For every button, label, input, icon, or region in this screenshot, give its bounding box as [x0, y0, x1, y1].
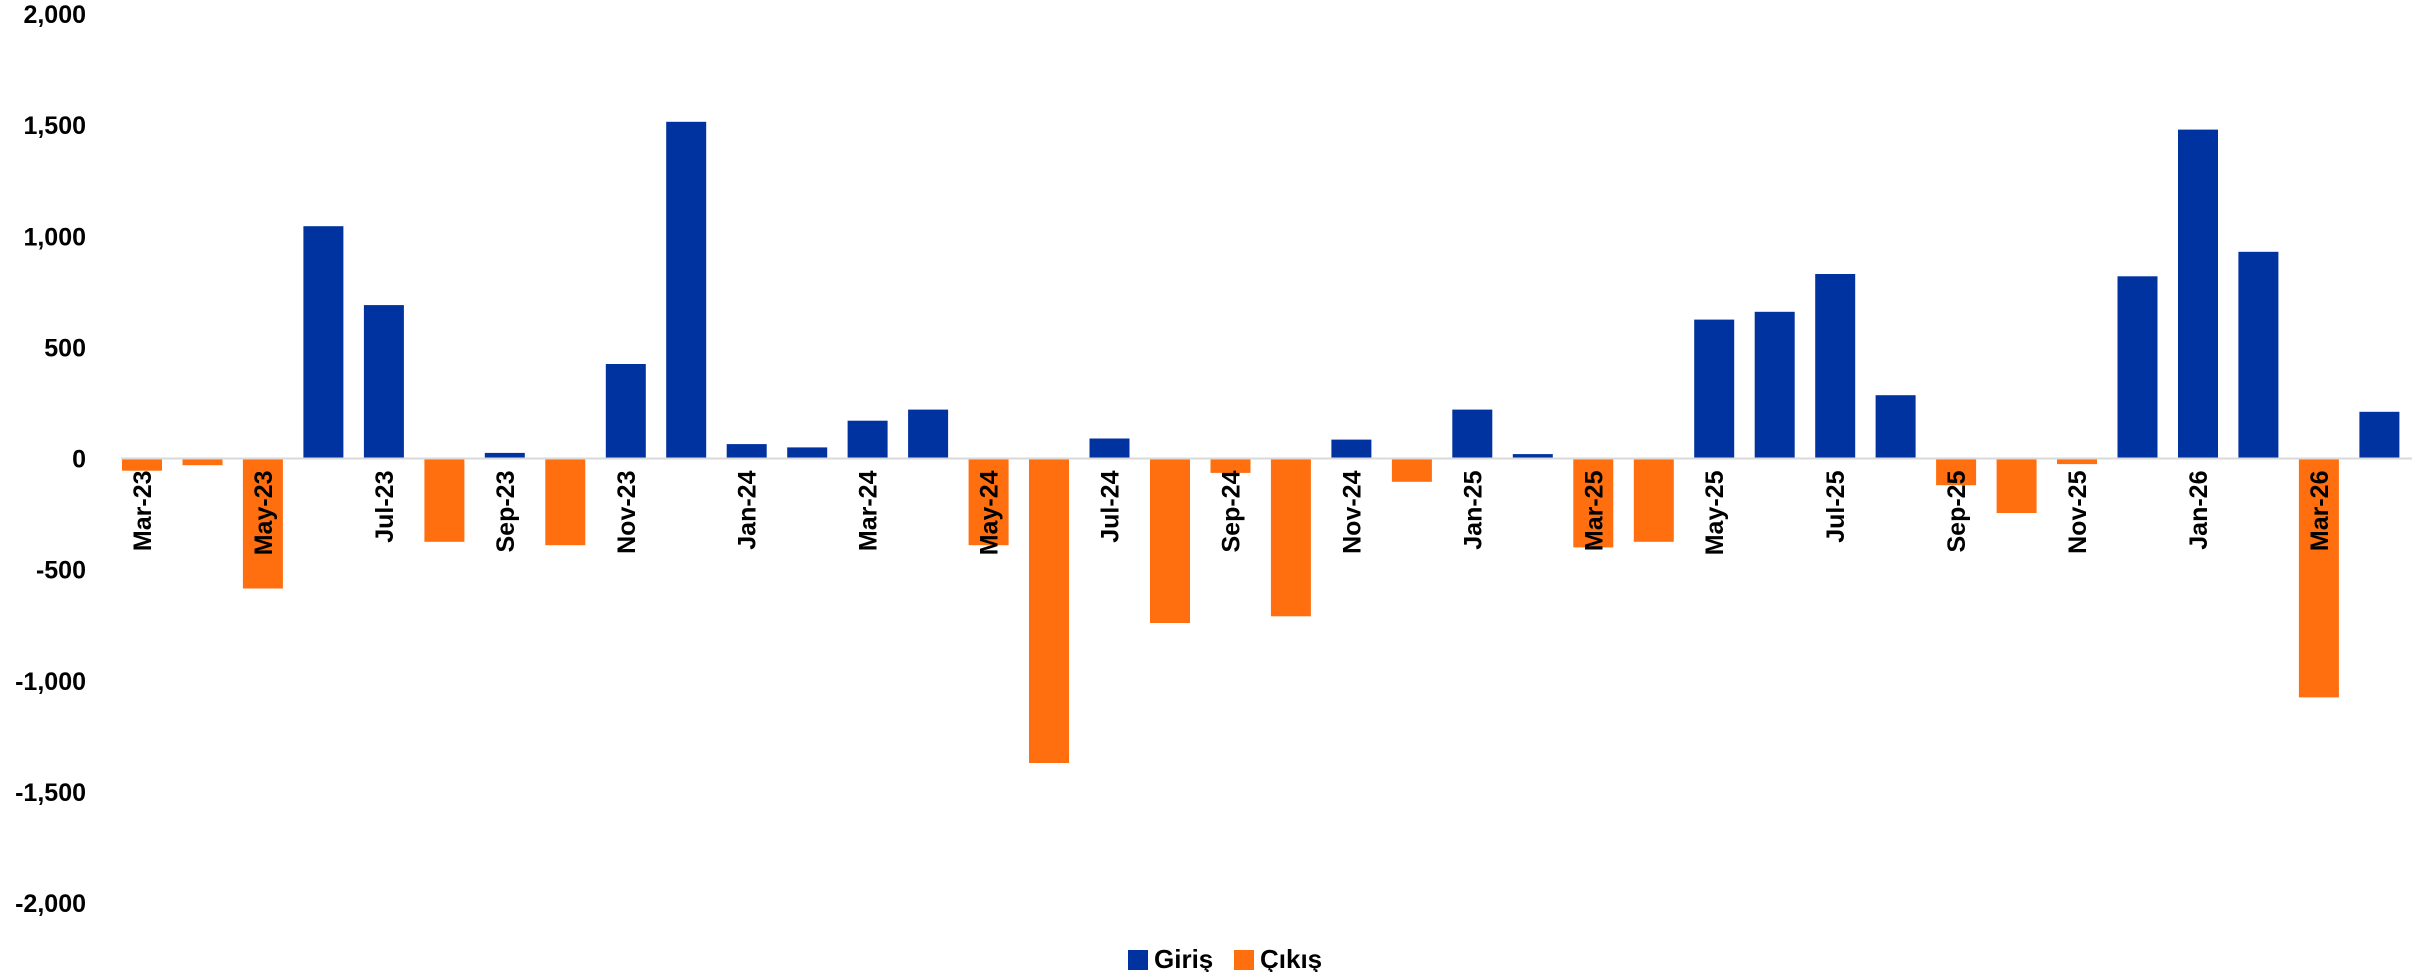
bar-giris — [1815, 274, 1856, 459]
bar-cikis — [1573, 458, 1614, 548]
bar-giris — [847, 420, 888, 459]
bar-cikis — [1936, 458, 1977, 486]
bar-giris — [726, 444, 767, 459]
x-axis-tick-labels: Mar-23 May-23 Jul-23 Sep-23 Nov-23 Jan-24 Mar-… — [129, 470, 2334, 555]
legend-label-giris: Giriş — [1154, 944, 1213, 972]
bar-giris — [2178, 129, 2218, 459]
x-tick-label: May-24 — [976, 470, 1004, 555]
x-tick-label: Sep-23 — [492, 471, 520, 553]
y-tick-label: -500 — [36, 557, 86, 585]
bar-cikis — [182, 458, 223, 466]
bar-giris — [666, 121, 707, 459]
y-tick-label: 2,000 — [23, 1, 86, 29]
bar-giris — [2117, 276, 2158, 459]
bar-cikis — [2298, 458, 2339, 698]
x-tick-label: Jul-24 — [1097, 470, 1125, 542]
bar-cikis — [2057, 458, 2097, 465]
y-tick-label: 0 — [72, 446, 86, 474]
bar-giris — [2238, 251, 2279, 459]
y-tick-label: 500 — [44, 334, 86, 362]
bar-giris — [2359, 411, 2400, 459]
bars-group — [122, 121, 2400, 763]
bar-giris — [303, 226, 344, 459]
x-tick-label: Mar-24 — [855, 470, 883, 551]
x-tick-label: Nov-23 — [613, 471, 641, 554]
bar-cikis — [424, 458, 465, 542]
bar-cikis — [1391, 458, 1432, 482]
bar-cikis — [1150, 458, 1190, 623]
x-tick-label: Jul-23 — [371, 471, 399, 543]
bar-giris — [363, 305, 404, 459]
x-tick-label: Sep-24 — [1217, 470, 1245, 552]
x-tick-label: Mar-23 — [129, 471, 157, 552]
x-tick-label: Mar-26 — [2306, 471, 2334, 552]
y-tick-label: -1,500 — [15, 779, 86, 807]
x-tick-label: Sep-25 — [1943, 470, 1971, 552]
x-tick-label: Jan-25 — [1459, 470, 1487, 549]
x-tick-label: Nov-24 — [1338, 470, 1366, 553]
bar-giris — [605, 364, 646, 459]
bar-giris — [1875, 395, 1916, 459]
y-axis-tick-labels: 2,000 1,500 1,000 500 0 -500 -1,000 -1,500 -2,00… — [15, 1, 86, 918]
x-tick-label: Jan-24 — [734, 470, 762, 549]
x-tick-label: May-23 — [250, 471, 278, 556]
legend-swatch-cikis — [1234, 950, 1254, 970]
bar-giris — [1754, 311, 1795, 459]
bar-cikis — [1210, 458, 1251, 473]
bar-cikis — [1270, 458, 1311, 617]
legend-swatch-giris — [1128, 950, 1148, 970]
bar-cikis — [1633, 458, 1674, 542]
bar-giris — [787, 447, 828, 459]
y-tick-label: 1,000 — [23, 223, 86, 251]
x-tick-label: Jan-26 — [2185, 471, 2213, 550]
x-tick-label: Jul-25 — [1822, 470, 1850, 542]
bar-giris — [908, 409, 949, 459]
x-tick-label: May-25 — [1701, 470, 1729, 555]
bar-giris — [1331, 439, 1372, 459]
bar-cikis — [1996, 458, 2037, 513]
bar-cikis — [968, 458, 1009, 546]
legend: Giriş Çıkış — [1128, 944, 1322, 972]
y-tick-label: -2,000 — [15, 890, 86, 918]
bar-cikis — [122, 458, 162, 471]
bar-cikis — [242, 458, 283, 589]
bar-giris — [1089, 438, 1130, 459]
bar-giris — [1452, 409, 1493, 459]
bar-giris — [1694, 319, 1735, 459]
y-tick-label: 1,500 — [23, 112, 86, 140]
bar-giris — [484, 452, 525, 459]
bar-giris — [1512, 454, 1553, 459]
y-tick-label: -1,000 — [15, 668, 86, 696]
bar-cikis — [545, 458, 586, 546]
legend-label-cikis: Çıkış — [1260, 944, 1322, 972]
x-tick-label: Mar-25 — [1580, 470, 1608, 551]
x-tick-label: Nov-25 — [2064, 470, 2092, 553]
bar-cikis — [1029, 458, 1069, 763]
